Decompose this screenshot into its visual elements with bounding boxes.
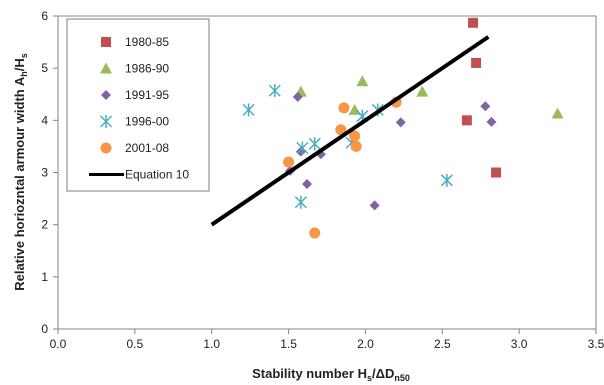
legend-box <box>66 18 210 192</box>
data-point <box>416 85 429 97</box>
x-tick-label: 1.5 <box>280 337 297 351</box>
data-point <box>551 107 564 119</box>
data-point <box>242 103 255 117</box>
data-point <box>440 173 453 187</box>
data-point <box>468 17 479 28</box>
y-tick-label: 1 <box>41 270 48 284</box>
legend-marker-icon <box>99 115 113 128</box>
y-axis-title-mid: /H <box>12 58 27 71</box>
y-tick-label: 2 <box>41 218 48 232</box>
data-point <box>491 167 502 178</box>
x-tick-label: 1.0 <box>203 337 220 351</box>
x-axis-title-mid: /ΔD <box>372 366 394 381</box>
data-point <box>471 57 482 68</box>
y-tick-label: 4 <box>41 113 48 127</box>
y-axis-title: Relative horiozntal armour width Ah/Hs <box>12 53 29 291</box>
data-point <box>350 140 362 152</box>
legend-label: 1996-00 <box>125 115 169 129</box>
y-axis-title-sub2: s <box>19 53 29 58</box>
legend-items: 1980-85 1986-90 1991-95 1996-00 2001-08 Equat… <box>89 35 189 182</box>
data-point <box>480 101 491 112</box>
y-axis-title-sub1: h <box>19 71 29 77</box>
legend-marker-icon <box>101 90 111 100</box>
data-point <box>349 130 361 142</box>
legend: 1980-85 1986-90 1991-95 1996-00 2001-08 Equat… <box>66 18 210 192</box>
equation-10-line <box>210 35 490 227</box>
data-point <box>302 178 313 189</box>
data-point <box>292 91 303 102</box>
legend-label: 1986-90 <box>125 62 169 76</box>
x-axis-title-sub1: s <box>367 373 372 383</box>
legend-marker-icon <box>100 142 112 154</box>
data-point <box>295 146 306 157</box>
x-tick-label: 2.5 <box>434 337 451 351</box>
x-tick-label: 0.5 <box>127 337 144 351</box>
data-point <box>294 195 307 209</box>
data-marks <box>210 17 564 239</box>
x-tick-label: 0.0 <box>50 337 67 351</box>
axes: 0.0 0.5 1.0 1.5 2.0 2.5 3.0 3.5 0 1 2 3 4 5 6 <box>41 9 604 351</box>
data-point <box>461 115 472 126</box>
x-axis-title-main: Stability number H <box>252 366 367 381</box>
legend-label: Equation 10 <box>125 168 189 182</box>
y-tick-label: 3 <box>41 166 48 180</box>
x-axis-title: Stability number Hs/ΔDn50 <box>252 366 410 383</box>
legend-label: 1991-95 <box>125 88 169 102</box>
x-tick-label: 3.5 <box>588 337 604 351</box>
data-point <box>369 200 380 211</box>
x-tick-label: 2.0 <box>357 337 374 351</box>
legend-label: 1980-85 <box>125 35 169 49</box>
y-axis-title-main: Relative horiozntal armour width A <box>12 76 27 291</box>
data-point <box>486 116 497 127</box>
y-tick-label: 5 <box>41 61 48 75</box>
y-tick-label: 0 <box>41 322 48 336</box>
data-point <box>308 137 321 151</box>
data-point <box>309 227 321 239</box>
legend-marker-icon <box>100 62 112 74</box>
data-point <box>335 124 347 136</box>
legend-label: 2001-08 <box>125 141 169 155</box>
y-tick-label: 6 <box>41 9 48 23</box>
data-point <box>268 84 281 98</box>
legend-marker-icon <box>101 37 111 47</box>
x-tick-label: 3.0 <box>511 337 528 351</box>
data-point <box>283 156 295 168</box>
data-point <box>338 102 350 114</box>
data-point <box>296 141 309 155</box>
data-point <box>356 75 369 87</box>
data-point <box>395 117 406 128</box>
x-axis-title-sub2: n50 <box>394 373 410 383</box>
